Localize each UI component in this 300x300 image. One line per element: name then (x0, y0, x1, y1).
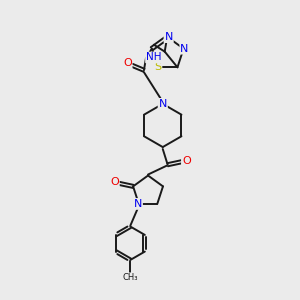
Text: N: N (164, 32, 173, 42)
Text: O: O (123, 58, 132, 68)
Text: S: S (154, 62, 161, 72)
Text: N: N (134, 199, 142, 209)
Text: O: O (182, 156, 191, 166)
Text: N: N (159, 99, 167, 109)
Text: N: N (180, 44, 189, 54)
Text: NH: NH (146, 52, 161, 62)
Text: O: O (110, 177, 119, 188)
Text: CH₃: CH₃ (123, 273, 138, 282)
